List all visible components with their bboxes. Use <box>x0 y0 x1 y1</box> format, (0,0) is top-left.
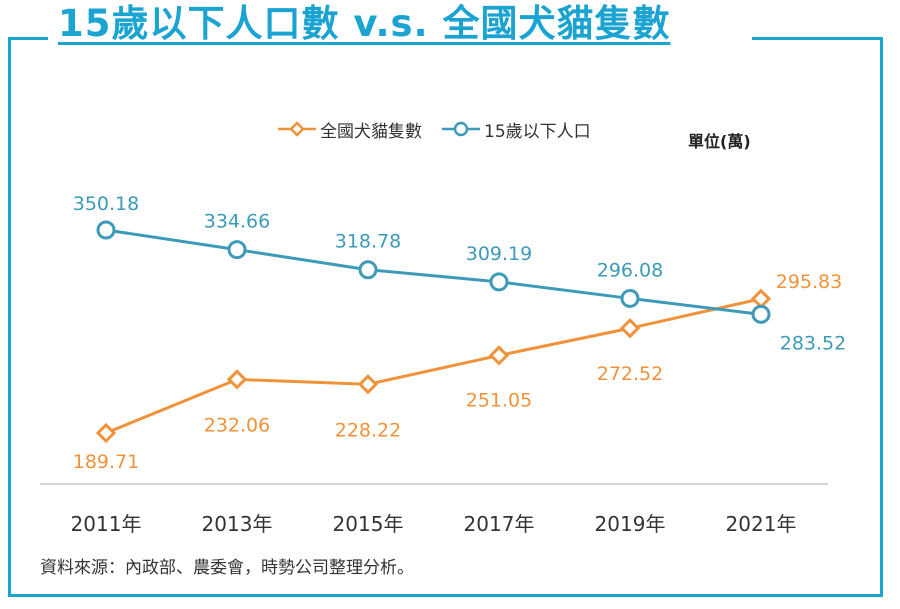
legend-item-pets: 全國犬貓隻數 <box>278 117 422 142</box>
x-tick-label: 2013年 <box>202 512 273 536</box>
unit-label: 單位(萬) <box>688 132 751 151</box>
data-point-circle <box>620 288 640 308</box>
chart-frame <box>8 37 883 597</box>
series-line-1 <box>105 228 762 316</box>
data-point-circle <box>751 304 771 324</box>
legend-item-children: 15歲以下人口 <box>442 117 591 142</box>
data-point-circle <box>358 260 378 280</box>
frame-top-left-line <box>8 37 48 40</box>
data-point-diamond <box>226 369 248 390</box>
series-line-0 <box>105 297 762 435</box>
data-label: 295.83 <box>776 271 842 293</box>
data-label: 189.71 <box>73 451 139 473</box>
data-point-diamond <box>619 318 641 339</box>
x-tick-label: 2017年 <box>464 512 535 536</box>
data-label: 251.05 <box>466 389 532 411</box>
chart-title: 15歲以下人口數 v.s. 全國犬貓隻數 <box>58 2 671 45</box>
data-label: 350.18 <box>73 193 139 215</box>
x-tick-label: 2019年 <box>595 512 666 536</box>
legend-label-children: 15歲以下人口 <box>484 121 591 142</box>
data-label: 334.66 <box>204 211 270 233</box>
legend: 全國犬貓隻數 15歲以下人口 <box>278 116 611 142</box>
legend-diamond-icon <box>278 121 316 137</box>
frame-top-right-line <box>752 37 883 40</box>
legend-label-pets: 全國犬貓隻數 <box>320 121 422 142</box>
legend-circle-icon <box>442 121 480 137</box>
data-point-diamond <box>95 422 117 444</box>
data-point-circle <box>489 272 509 292</box>
data-label: 228.22 <box>335 419 401 441</box>
data-point-circle <box>96 220 116 240</box>
data-label: 296.08 <box>597 259 663 281</box>
data-point-diamond <box>488 345 510 366</box>
data-point-diamond <box>750 288 772 309</box>
data-label: 272.52 <box>597 363 663 385</box>
data-label: 232.06 <box>204 414 270 436</box>
data-point-diamond <box>357 374 379 395</box>
x-tick-label: 2015年 <box>333 512 404 536</box>
data-label: 309.19 <box>466 243 532 265</box>
data-label: 283.52 <box>780 332 846 354</box>
data-point-circle <box>227 240 247 260</box>
source-note: 資料來源：內政部、農委會，時勢公司整理分析。 <box>40 558 414 578</box>
x-tick-label: 2011年 <box>71 512 142 536</box>
x-tick-label: 2021年 <box>726 512 797 536</box>
data-label: 318.78 <box>335 231 401 253</box>
